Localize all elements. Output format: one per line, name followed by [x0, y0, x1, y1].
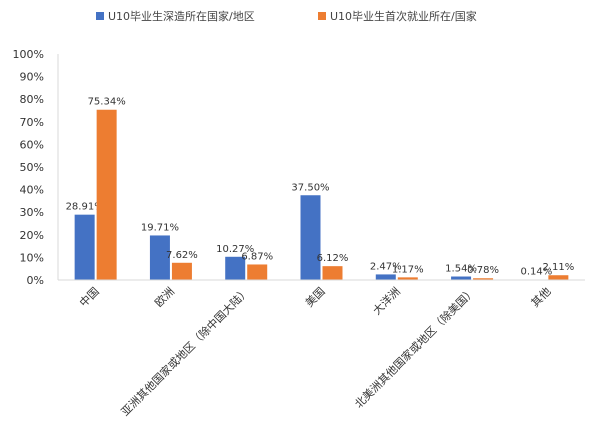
y-tick-label: 60% [20, 138, 44, 151]
plot-area: 28.91% 75.34% 19.71% 7.62% 10.27%6.87% 37.50%… [66, 97, 574, 280]
y-tick-label: 80% [20, 93, 44, 106]
data-label: 6.87% [241, 251, 273, 262]
bar-1 [149, 235, 170, 280]
y-axis: 0% 10% 20% 30% 40% 50% 60% 70% 80% 90% 100% [13, 48, 59, 287]
data-label: 2.11% [542, 262, 574, 273]
bar-2 [247, 264, 268, 280]
bar-1 [225, 256, 246, 280]
y-tick-label: 20% [20, 229, 44, 242]
x-tick-label: 美国 [303, 285, 328, 310]
data-label: 7.62% [166, 250, 198, 261]
data-label: 0.78% [467, 265, 499, 276]
data-label: 0.14% [520, 267, 552, 278]
data-label: 1.54% [445, 264, 477, 275]
legend-swatch-2 [318, 12, 326, 20]
x-tick-label: 大洋洲 [370, 284, 403, 317]
bar-1 [451, 276, 472, 280]
y-tick-label: 30% [20, 206, 44, 219]
bar-2 [548, 275, 569, 280]
bar-2 [473, 278, 494, 280]
y-tick-label: 40% [20, 184, 44, 197]
y-tick-label: 90% [20, 71, 44, 84]
x-tick-label: 亚洲其他国家或地区（除中国大陆） [118, 284, 252, 418]
x-tick-label: 欧洲 [152, 285, 177, 310]
x-tick-label: 中国 [77, 285, 102, 310]
bar-1 [74, 214, 95, 280]
legend-swatch-1 [96, 12, 104, 20]
y-tick-label: 0% [27, 274, 44, 287]
x-tick-label: 其他 [529, 285, 554, 310]
bar-1 [375, 274, 396, 280]
data-label: 6.12% [317, 253, 349, 264]
y-tick-label: 100% [13, 48, 44, 61]
bar-2 [322, 266, 343, 280]
data-label: 1.17% [392, 264, 424, 275]
y-tick-label: 70% [20, 116, 44, 129]
legend-label-1: U10毕业生深造所在国家/地区 [108, 9, 255, 23]
legend: U10毕业生深造所在国家/地区 U10毕业生首次就业所在/国家 [96, 9, 477, 23]
data-label: 2.47% [370, 261, 402, 272]
bar-2 [397, 277, 418, 280]
legend-label-2: U10毕业生首次就业所在/国家 [330, 9, 477, 23]
x-tick-label: 北美洲其他国家或地区（除美国） [352, 284, 479, 411]
bar-1 [300, 195, 321, 280]
data-label: 28.91% [66, 202, 104, 213]
y-tick-label: 10% [20, 251, 44, 264]
data-label: 75.34% [88, 97, 126, 108]
bar-2 [96, 109, 117, 280]
bar-2 [171, 262, 192, 280]
data-label: 37.50% [291, 182, 329, 193]
data-label: 10.27% [216, 244, 254, 255]
data-label: 19.71% [141, 222, 179, 233]
y-tick-label: 50% [20, 161, 44, 174]
